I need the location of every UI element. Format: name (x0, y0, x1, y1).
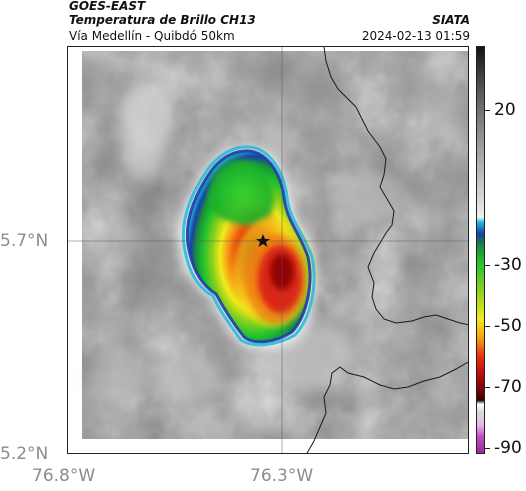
storm-rim (185, 149, 312, 344)
colorbar (476, 46, 485, 454)
colorbar-label: 20 (494, 100, 516, 120)
colorbar-tick (485, 448, 490, 449)
storm-green-area (208, 159, 274, 226)
colorbar-label: -70 (494, 377, 522, 397)
x-tick-label: 76.8°W (32, 466, 96, 486)
cloud-blobs (88, 65, 403, 407)
colorbar-tick (485, 110, 490, 111)
organization-label: SIATA (432, 13, 470, 27)
satellite-map[interactable] (67, 46, 469, 454)
x-tick-label: 76.3°W (250, 466, 314, 486)
timestamp: 2024-02-13 01:59 (361, 29, 470, 43)
product-title: Temperatura de Brillo CH13 (69, 13, 256, 27)
satellite-title: GOES-EAST (69, 0, 146, 13)
colorbar-label: -30 (494, 255, 522, 275)
colorbar-tick (485, 265, 490, 266)
boundary-line-1 (323, 47, 468, 326)
colorbar-label: -50 (494, 316, 522, 336)
y-tick-label: 5.7°N (0, 231, 49, 251)
map-canvas (68, 47, 468, 453)
colorbar-tick (485, 326, 490, 327)
route-label: Vía Medellín - Quibdó 50km (69, 29, 235, 43)
star-marker[interactable] (256, 234, 270, 247)
storm-rim-outer (181, 145, 316, 347)
colorbar-label: -90 (494, 438, 522, 458)
colorbar-tick (485, 387, 490, 388)
y-tick-label: 5.2°N (0, 444, 49, 464)
boundary-line-2 (306, 361, 468, 453)
